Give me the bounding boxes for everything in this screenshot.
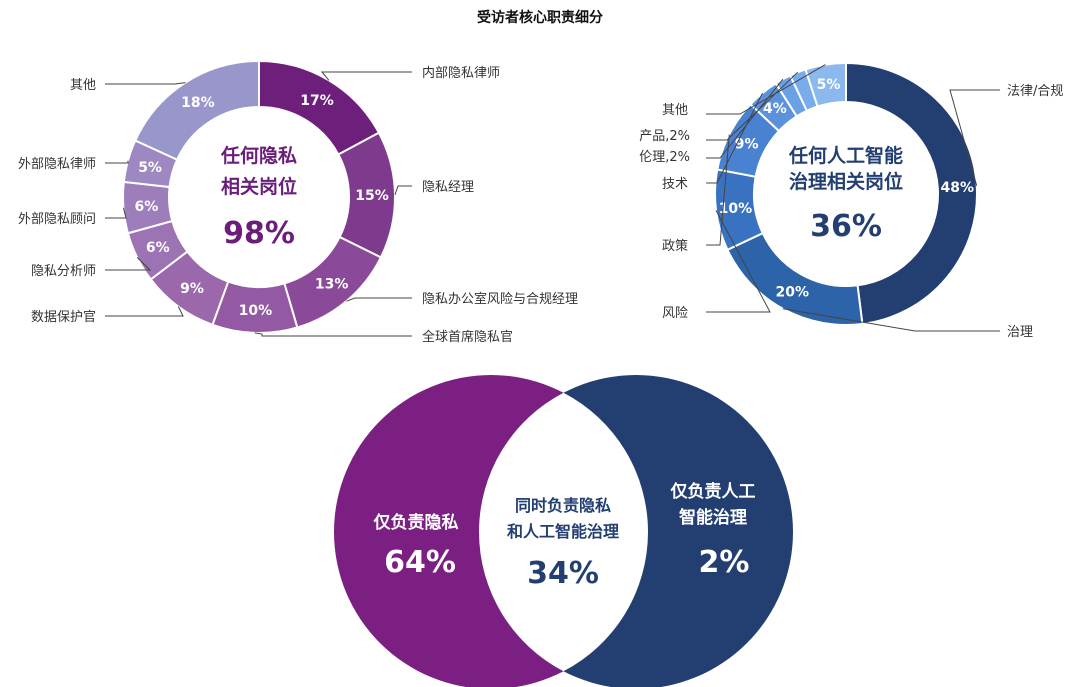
donut2-category-label-2: 风险 xyxy=(662,306,688,321)
donut1-category-label-8: 其他 xyxy=(70,78,96,93)
venn-overlap-label-line-0: 同时负责隐私 xyxy=(515,496,611,515)
donut2-leader-3 xyxy=(706,134,730,246)
donut2-leader-1 xyxy=(782,308,1000,332)
donut1-value-label-5: 6% xyxy=(146,240,170,256)
donut1-value-label-1: 15% xyxy=(355,188,389,204)
donut1-value-label-4: 9% xyxy=(180,281,204,297)
donut1-category-label-7: 外部隐私律师 xyxy=(18,157,96,172)
donut1-category-label-6: 外部隐私顾问 xyxy=(18,212,96,227)
donut2-leader-0 xyxy=(949,89,1000,186)
donut1-segment-8 xyxy=(133,59,260,161)
ai-governance-roles-donut: 48% 法律/合规 20% 治理 10% 风险 9% 政策 4% 技术 伦理,2% 产品,2% 5% 其他… xyxy=(639,61,1063,340)
donut2-category-label-0: 法律/合规 xyxy=(1007,84,1063,99)
donut2-segment-0 xyxy=(845,61,978,326)
venn-overlap-value: 34% xyxy=(527,556,599,591)
donut2-value-label-2: 10% xyxy=(719,201,753,217)
donut1-value-label-6: 6% xyxy=(134,199,158,215)
donut2-leader-5 xyxy=(706,78,784,159)
venn-overlap-region xyxy=(478,392,649,672)
donut1-leader-5 xyxy=(105,257,152,271)
donut2-center-label-line-0: 任何人工智能 xyxy=(788,144,903,167)
donut2-category-label-3: 政策 xyxy=(662,238,688,254)
donut2-leader-2 xyxy=(706,210,771,313)
donut1-leader-2 xyxy=(346,297,412,302)
privacy-roles-donut: 17% 内部隐私律师 15% 隐私经理 13% 隐私办公室风险与合规经理 10% 全球首席隐私… xyxy=(18,59,578,345)
donut1-leader-7 xyxy=(105,160,129,164)
donut1-leader-0 xyxy=(320,71,412,81)
donut2-value-label-0: 48% xyxy=(941,180,975,196)
donut1-value-label-7: 5% xyxy=(138,160,162,176)
donut2-category-label-7: 其他 xyxy=(662,103,688,118)
donut1-leader-8 xyxy=(105,82,186,85)
donut1-value-label-8: 18% xyxy=(181,95,215,111)
donut1-category-label-1: 隐私经理 xyxy=(422,180,474,195)
donut2-category-label-1: 治理 xyxy=(1007,325,1033,340)
venn-left-value: 64% xyxy=(384,545,456,580)
venn-right-value: 2% xyxy=(699,545,750,580)
donut1-category-label-2: 隐私办公室风险与合规经理 xyxy=(422,291,578,307)
donut2-leader-7 xyxy=(706,64,826,115)
donut1-category-label-0: 内部隐私律师 xyxy=(422,65,500,81)
donut1-center-label-line-0: 任何隐私 xyxy=(220,144,297,167)
donut2-center-value: 36% xyxy=(810,209,882,244)
donut2-center-label-line-1: 治理相关岗位 xyxy=(789,170,903,193)
donut2-value-label-4: 4% xyxy=(763,101,787,117)
donut1-leader-1 xyxy=(394,185,412,196)
donut2-category-label-4: 技术 xyxy=(662,177,688,192)
donut1-leader-4 xyxy=(105,306,184,317)
donut1-center-label-line-1: 相关岗位 xyxy=(221,175,297,198)
donut1-category-label-3: 全球首席隐私官 xyxy=(422,329,513,345)
venn-overlap-label-line-1: 和人工智能治理 xyxy=(507,522,619,541)
donut1-category-label-4: 数据保护官 xyxy=(31,309,96,325)
donut1-value-label-2: 13% xyxy=(315,277,349,293)
venn-left-label: 仅负责隐私 xyxy=(373,512,459,533)
donut1-center-value: 98% xyxy=(223,216,295,251)
donut1-value-label-0: 17% xyxy=(300,93,334,109)
donut2-value-label-7: 5% xyxy=(817,77,841,93)
venn-right-label-line-1: 智能治理 xyxy=(679,507,747,528)
donut2-value-label-1: 20% xyxy=(776,285,810,301)
donut2-category-label-5: 伦理,2% xyxy=(639,150,690,165)
donut1-category-label-5: 隐私分析师 xyxy=(31,264,96,279)
donut2-segment-7 xyxy=(804,61,847,108)
donut2-category-label-6: 产品,2% xyxy=(639,129,690,144)
donut1-value-label-3: 10% xyxy=(239,303,273,319)
donut1-leader-3 xyxy=(254,332,412,337)
donut2-value-label-3: 9% xyxy=(735,136,759,152)
donut1-leader-6 xyxy=(105,207,127,219)
venn-right-label-line-0: 仅负责人工 xyxy=(670,481,756,502)
chart-title: 受访者核心职责细分 xyxy=(477,9,603,26)
